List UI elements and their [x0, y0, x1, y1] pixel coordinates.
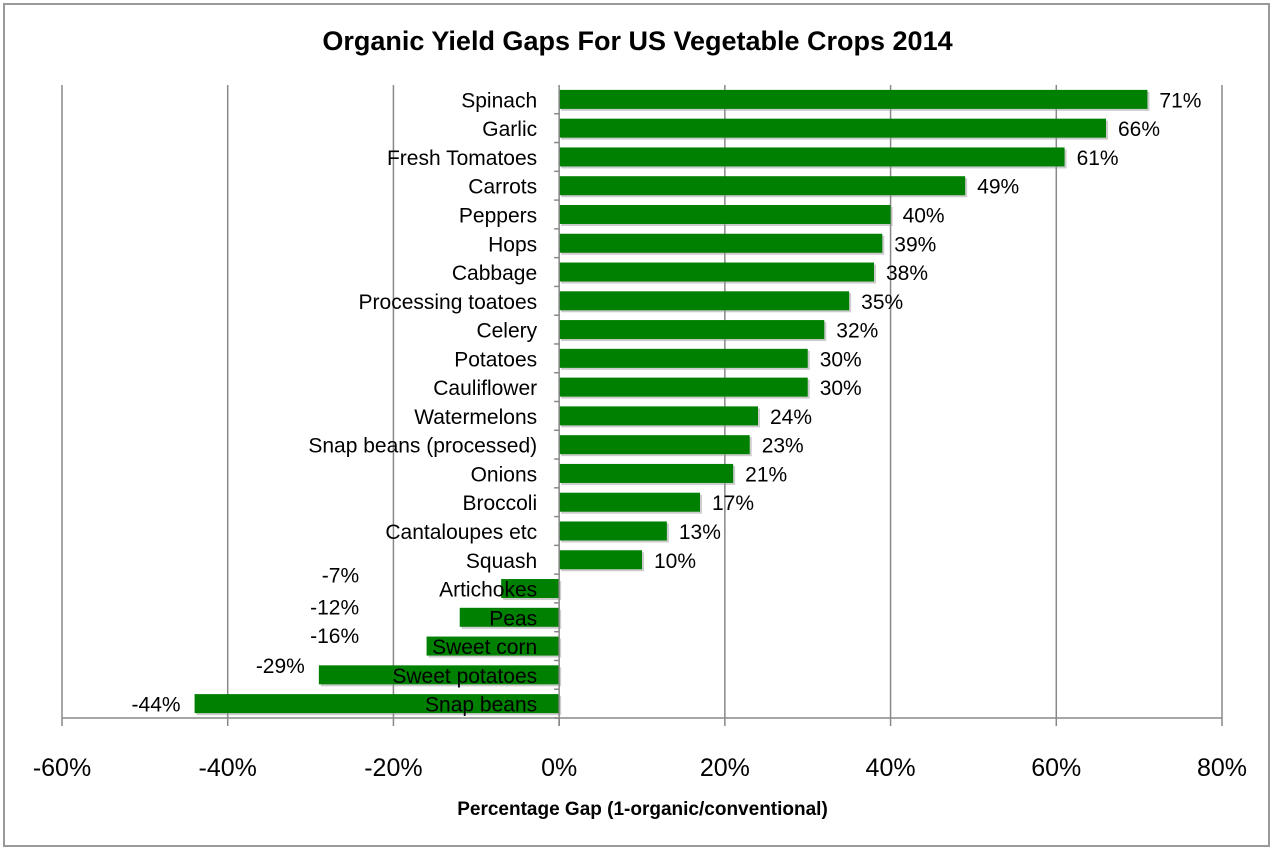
x-tick-label: 80% [1197, 754, 1247, 782]
category-label: Sweet corn [432, 636, 537, 659]
data-label: 32% [836, 320, 878, 343]
bar [559, 89, 1148, 109]
data-label: 39% [894, 233, 936, 256]
data-label: 49% [977, 176, 1019, 199]
bar [559, 147, 1065, 167]
category-label: Fresh Tomatoes [387, 147, 537, 170]
data-label: -12% [310, 596, 359, 619]
bar [559, 320, 825, 340]
x-axis-label: Percentage Gap (1-organic/conventional) [457, 799, 828, 820]
bar [559, 492, 700, 512]
category-label: Spinach [461, 89, 537, 112]
category-label: Hops [488, 233, 537, 256]
bar [318, 665, 560, 685]
data-label: 61% [1077, 147, 1119, 170]
bar [559, 176, 966, 196]
bar [426, 636, 560, 656]
category-label: Squash [466, 550, 537, 573]
bar [559, 463, 734, 483]
data-label: 10% [654, 550, 696, 573]
category-label: Processing toatoes [359, 291, 538, 314]
x-tick-label: 0% [541, 754, 577, 782]
category-label: Artichokes [439, 579, 537, 602]
bar [559, 262, 874, 282]
category-label: Broccoli [462, 492, 537, 515]
category-label: Sweet potatoes [392, 665, 537, 688]
bar [501, 579, 560, 599]
x-tick-label: -60% [33, 754, 91, 782]
data-label: 66% [1118, 118, 1160, 141]
category-label: Cabbage [452, 262, 537, 285]
category-label: Peas [489, 607, 537, 630]
x-tick-label: 20% [700, 754, 750, 782]
data-label: -7% [322, 565, 359, 588]
category-label: Garlic [482, 118, 537, 141]
data-label: -29% [256, 655, 305, 678]
bar [559, 291, 850, 311]
chart-frame [3, 3, 1270, 847]
x-tick-label: -20% [364, 754, 422, 782]
category-label: Potatoes [454, 348, 537, 371]
category-label: Snap beans [425, 694, 537, 717]
data-label: -44% [132, 694, 181, 717]
bar [559, 521, 667, 541]
data-label: -16% [310, 625, 359, 648]
bar [559, 406, 758, 426]
bar [559, 550, 642, 570]
x-tick-label: -40% [199, 754, 257, 782]
bar [559, 233, 883, 253]
category-label: Cauliflower [433, 377, 537, 400]
data-label: 38% [886, 262, 928, 285]
chart-title: Organic Yield Gaps For US Vegetable Crop… [322, 26, 953, 56]
category-label: Cantaloupes etc [385, 521, 537, 544]
data-label: 71% [1159, 89, 1201, 112]
bar [459, 607, 560, 627]
category-label: Celery [476, 320, 537, 343]
data-label: 35% [861, 291, 903, 314]
data-label: 21% [745, 463, 787, 486]
data-label: 24% [770, 406, 812, 429]
data-label: 23% [762, 435, 804, 458]
bar [559, 377, 808, 397]
x-tick-label: 60% [1031, 754, 1081, 782]
category-label: Carrots [468, 176, 537, 199]
x-tick-label: 40% [866, 754, 916, 782]
bar [194, 694, 560, 714]
data-label: 30% [820, 377, 862, 400]
category-label: Snap beans (processed) [308, 435, 537, 458]
data-label: 30% [820, 348, 862, 371]
bar [559, 204, 891, 224]
bar [559, 435, 750, 455]
category-label: Onions [471, 463, 538, 486]
bar [559, 118, 1106, 138]
bar [559, 348, 808, 368]
data-label: 40% [903, 204, 945, 227]
category-label: Watermelons [414, 406, 537, 429]
data-label: 13% [679, 521, 721, 544]
category-label: Peppers [459, 204, 537, 227]
data-label: 17% [712, 492, 754, 515]
